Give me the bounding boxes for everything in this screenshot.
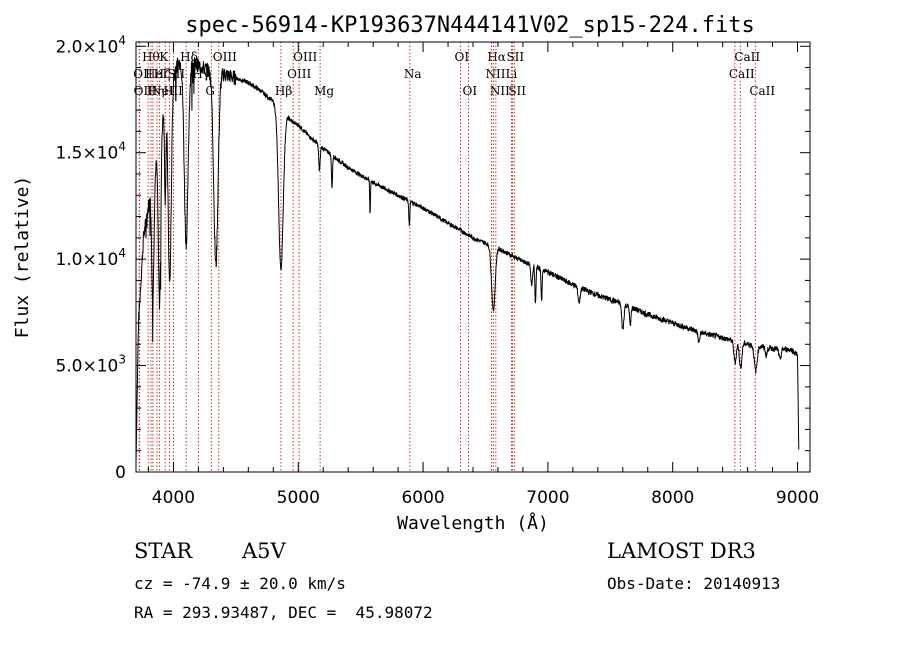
x-tick-label-2: 6000 [401,488,444,508]
line-marker-label-23: NII [490,84,510,98]
line-marker-label-19: OI [455,50,470,64]
x-tick-label-1: 5000 [277,488,320,508]
y-tick-label-2: 1.0×104 [55,246,126,270]
axis-ticks: 4000 5000 6000 7000 8000 9000 0 5.0×103 1.0×104 1… [55,33,819,508]
line-marker-label-14: Hβ [275,84,292,98]
line-marker-label-22: Hα [487,50,506,64]
object-class: STAR [134,539,193,563]
line-marker-label-29: CaII [749,84,775,98]
line-marker-label-26: SII [508,84,526,98]
line-markers: OIIOIIHθHeIHηNeIIIHζKHSIIHδHγGOIIIHβOIII… [133,42,775,472]
line-marker-label-17: Mg [314,84,334,98]
x-tick-label-3: 7000 [526,488,569,508]
survey-name: LAMOST DR3 [607,539,756,563]
y-tick-label-4: 2.0×104 [55,33,126,57]
redshift-text: cz = -74.9 ± 20.0 km/s [134,574,346,593]
plot-frame [135,41,811,473]
line-marker-label-25: SII [506,50,524,64]
line-marker-label-4: Hη [147,84,165,98]
line-marker-label-16: OIII [293,50,317,64]
y-tick-label-0: 0 [115,463,126,483]
line-marker-label-8: H [163,84,173,98]
line-marker-label-28: CaII [734,50,760,64]
object-subclass: A5V [242,539,286,563]
line-marker-label-3: HeI [145,67,168,81]
x-tick-label-0: 4000 [152,488,195,508]
y-tick-label-3: 1.5×104 [55,140,126,164]
coordinates-text: RA = 293.93487, DEC = 45.98072 [134,603,433,622]
line-marker-label-7: K [159,50,169,64]
line-marker-label-27: CaII [729,67,755,81]
spectrum-line [135,57,800,462]
line-marker-label-11: Hγ [192,67,210,81]
chart-title: spec-56914-KP193637N444141V02_sp15-224.f… [185,13,755,38]
line-marker-label-20: OI [463,84,478,98]
y-tick-label-1: 5.0×103 [55,353,126,377]
x-tick-label-5: 9000 [776,488,819,508]
line-marker-label-10: Hδ [180,50,198,64]
obs-date-text: Obs-Date: 20140913 [607,574,781,593]
line-marker-label-18: Na [404,67,422,81]
line-marker-label-12: G [205,84,215,98]
x-tick-label-4: 8000 [651,488,694,508]
line-marker-label-6: Hζ [154,67,171,81]
line-marker-label-24: Li [505,67,517,81]
y-axis-label: Flux (relative) [12,176,33,339]
x-axis-label: Wavelength (Å) [397,512,549,534]
line-marker-label-13: OIII [213,50,237,64]
